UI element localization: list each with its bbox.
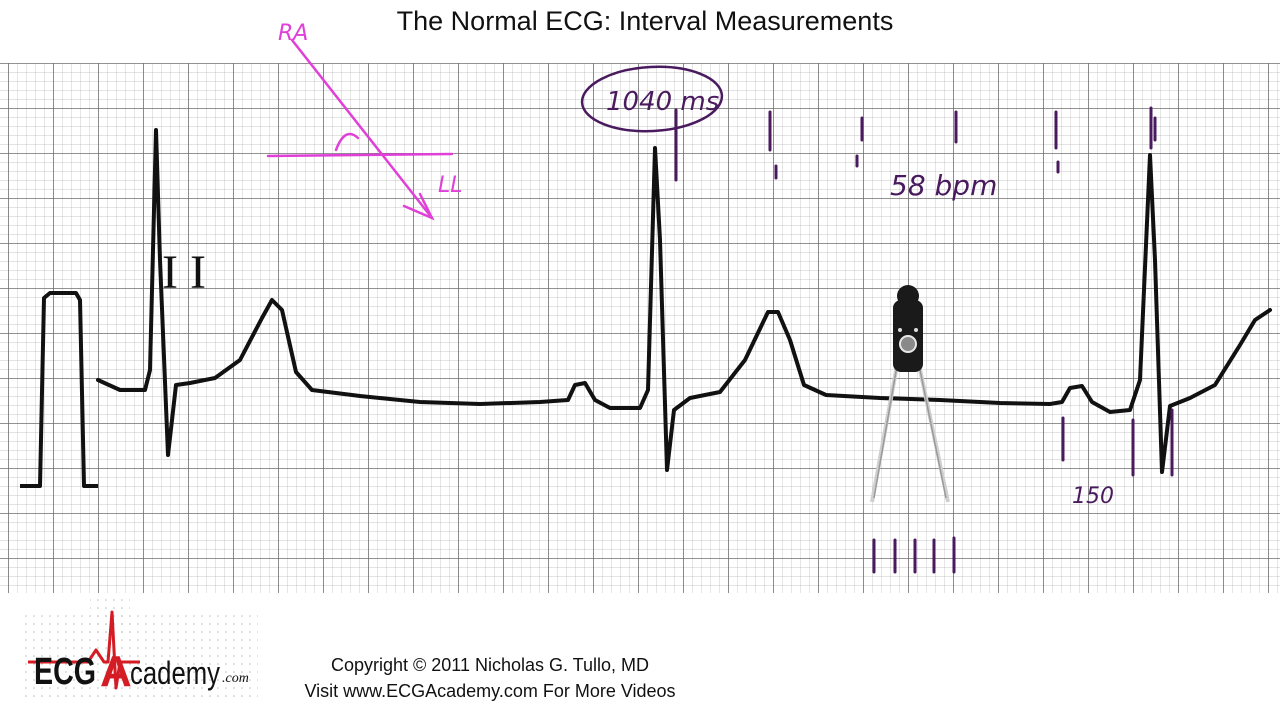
rate-tick-marks — [674, 106, 1174, 574]
page-title: The Normal ECG: Interval Measurements — [396, 6, 894, 36]
interval-label: 1040 ms — [606, 87, 719, 117]
axis-sketch — [266, 38, 454, 221]
ecg-academy-logo: ECG A cademy .com — [22, 595, 258, 700]
visit-text: Visit www.ECGAcademy.com For More Videos — [304, 681, 676, 701]
logo-cademy-text: cademy — [130, 655, 220, 691]
rate-number: 150 — [1072, 484, 1114, 509]
logo-ecg-text: ECG — [34, 651, 96, 693]
calibration-pulse — [20, 291, 98, 488]
ecg-strip: I I RA LL 1040 ms 58 bpm 150 — [0, 21, 1280, 593]
logo-a-text: A — [100, 647, 132, 696]
ecg-trace — [96, 128, 1272, 474]
logo-com-text: .com — [222, 671, 249, 686]
interval-circle — [580, 65, 724, 133]
rate-label: 58 bpm — [890, 169, 997, 202]
ll-label: LL — [438, 173, 463, 198]
copyright-text: Copyright © 2011 Nicholas G. Tullo, MD — [330, 655, 650, 675]
ecg-grid — [0, 63, 1280, 593]
lead-label: I I — [162, 246, 206, 299]
ra-label: RA — [278, 21, 308, 46]
caliper-icon — [870, 285, 950, 503]
logo-pulse-icon — [28, 610, 140, 690]
footer-credits: Copyright © 2011 Nicholas G. Tullo, MD V… — [270, 652, 710, 704]
